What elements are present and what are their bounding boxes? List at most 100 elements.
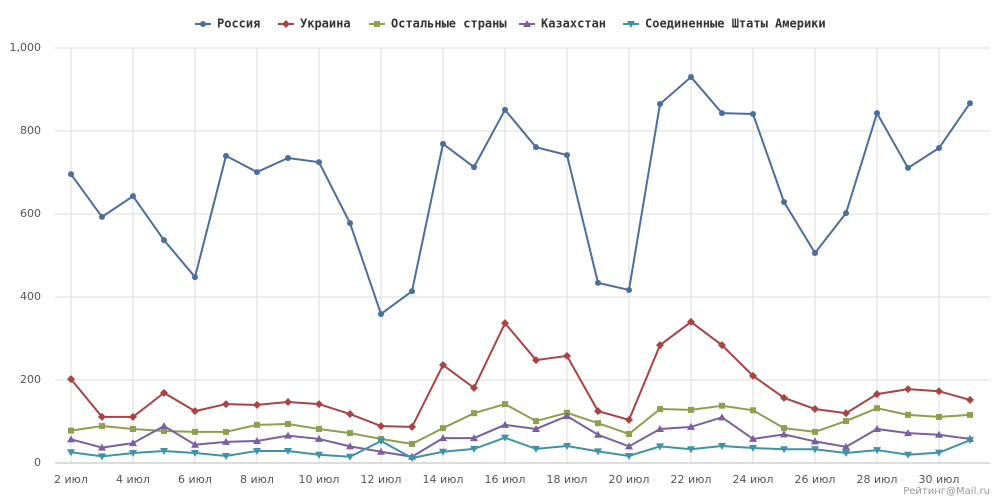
point [780,393,788,402]
point [563,442,571,450]
x-tick-label: 8 июл [240,473,274,486]
point [533,144,539,151]
point [346,410,354,419]
point [719,402,725,409]
series-line [70,414,971,458]
point [718,341,726,350]
point [377,438,385,446]
point [687,446,695,454]
x-tick-label: 28 июл [857,473,898,486]
point [191,450,199,458]
point [749,371,757,380]
point [409,288,415,295]
point [99,423,105,430]
point [873,447,881,455]
legend-label: Украина [300,17,351,31]
point [842,442,850,450]
series-line [70,402,971,445]
point [687,422,695,430]
point [657,101,663,108]
point [130,193,136,200]
point [780,446,788,454]
legend-label: Россия [217,17,260,31]
point [316,159,322,166]
point [687,317,695,326]
point [563,412,571,420]
point [67,435,75,443]
point [718,442,726,450]
point [347,430,353,437]
point [935,387,943,396]
point [781,425,787,432]
point [191,407,199,416]
point [223,428,229,435]
point [440,140,446,147]
point [377,422,385,431]
point [718,413,726,421]
point [843,210,849,217]
point [905,164,911,171]
point [408,422,416,431]
point [408,455,416,463]
credit: Рейтинг@Mail.ru [903,486,990,497]
point [470,434,478,442]
point [749,445,757,453]
point [626,286,632,293]
point [192,274,198,281]
point [285,420,291,427]
point [656,443,664,451]
x-tick-label: 16 июл [485,473,526,486]
point [532,445,540,453]
point [935,430,943,438]
point [966,437,974,445]
point [161,237,167,244]
point [904,451,912,459]
point [471,164,477,171]
legend-label: Остальные страны [391,17,507,31]
point [377,447,385,455]
point [501,434,509,442]
point [874,110,880,117]
point [502,401,508,408]
point [192,428,198,435]
point [161,428,167,435]
point [98,443,106,451]
point [625,452,633,460]
point [904,429,912,437]
point [67,375,75,384]
point [811,405,819,414]
point [439,434,447,442]
legend-label: Казахстан [541,17,606,31]
point [502,106,508,113]
x-tick-label: 6 июл [178,473,212,486]
point [98,453,106,461]
point [99,213,105,220]
point [222,437,230,445]
point [719,110,725,117]
point [594,407,602,416]
point [625,442,633,450]
series-line [70,75,971,316]
point [470,383,478,392]
point [595,420,601,427]
point [346,453,354,461]
point [563,351,571,360]
point [750,407,756,414]
point [811,437,819,445]
point [68,171,74,178]
point [284,397,292,406]
x-tick-label: 12 июл [361,473,402,486]
point [595,279,601,286]
point [222,400,230,409]
x-tick-label: 2 июл [54,473,88,486]
point [68,427,74,434]
point [439,361,447,370]
point [284,447,292,455]
point [656,424,664,432]
point [347,220,353,227]
legend-marker [374,21,380,27]
point [315,434,323,442]
point [129,412,137,421]
point [533,418,539,425]
point [160,422,168,430]
